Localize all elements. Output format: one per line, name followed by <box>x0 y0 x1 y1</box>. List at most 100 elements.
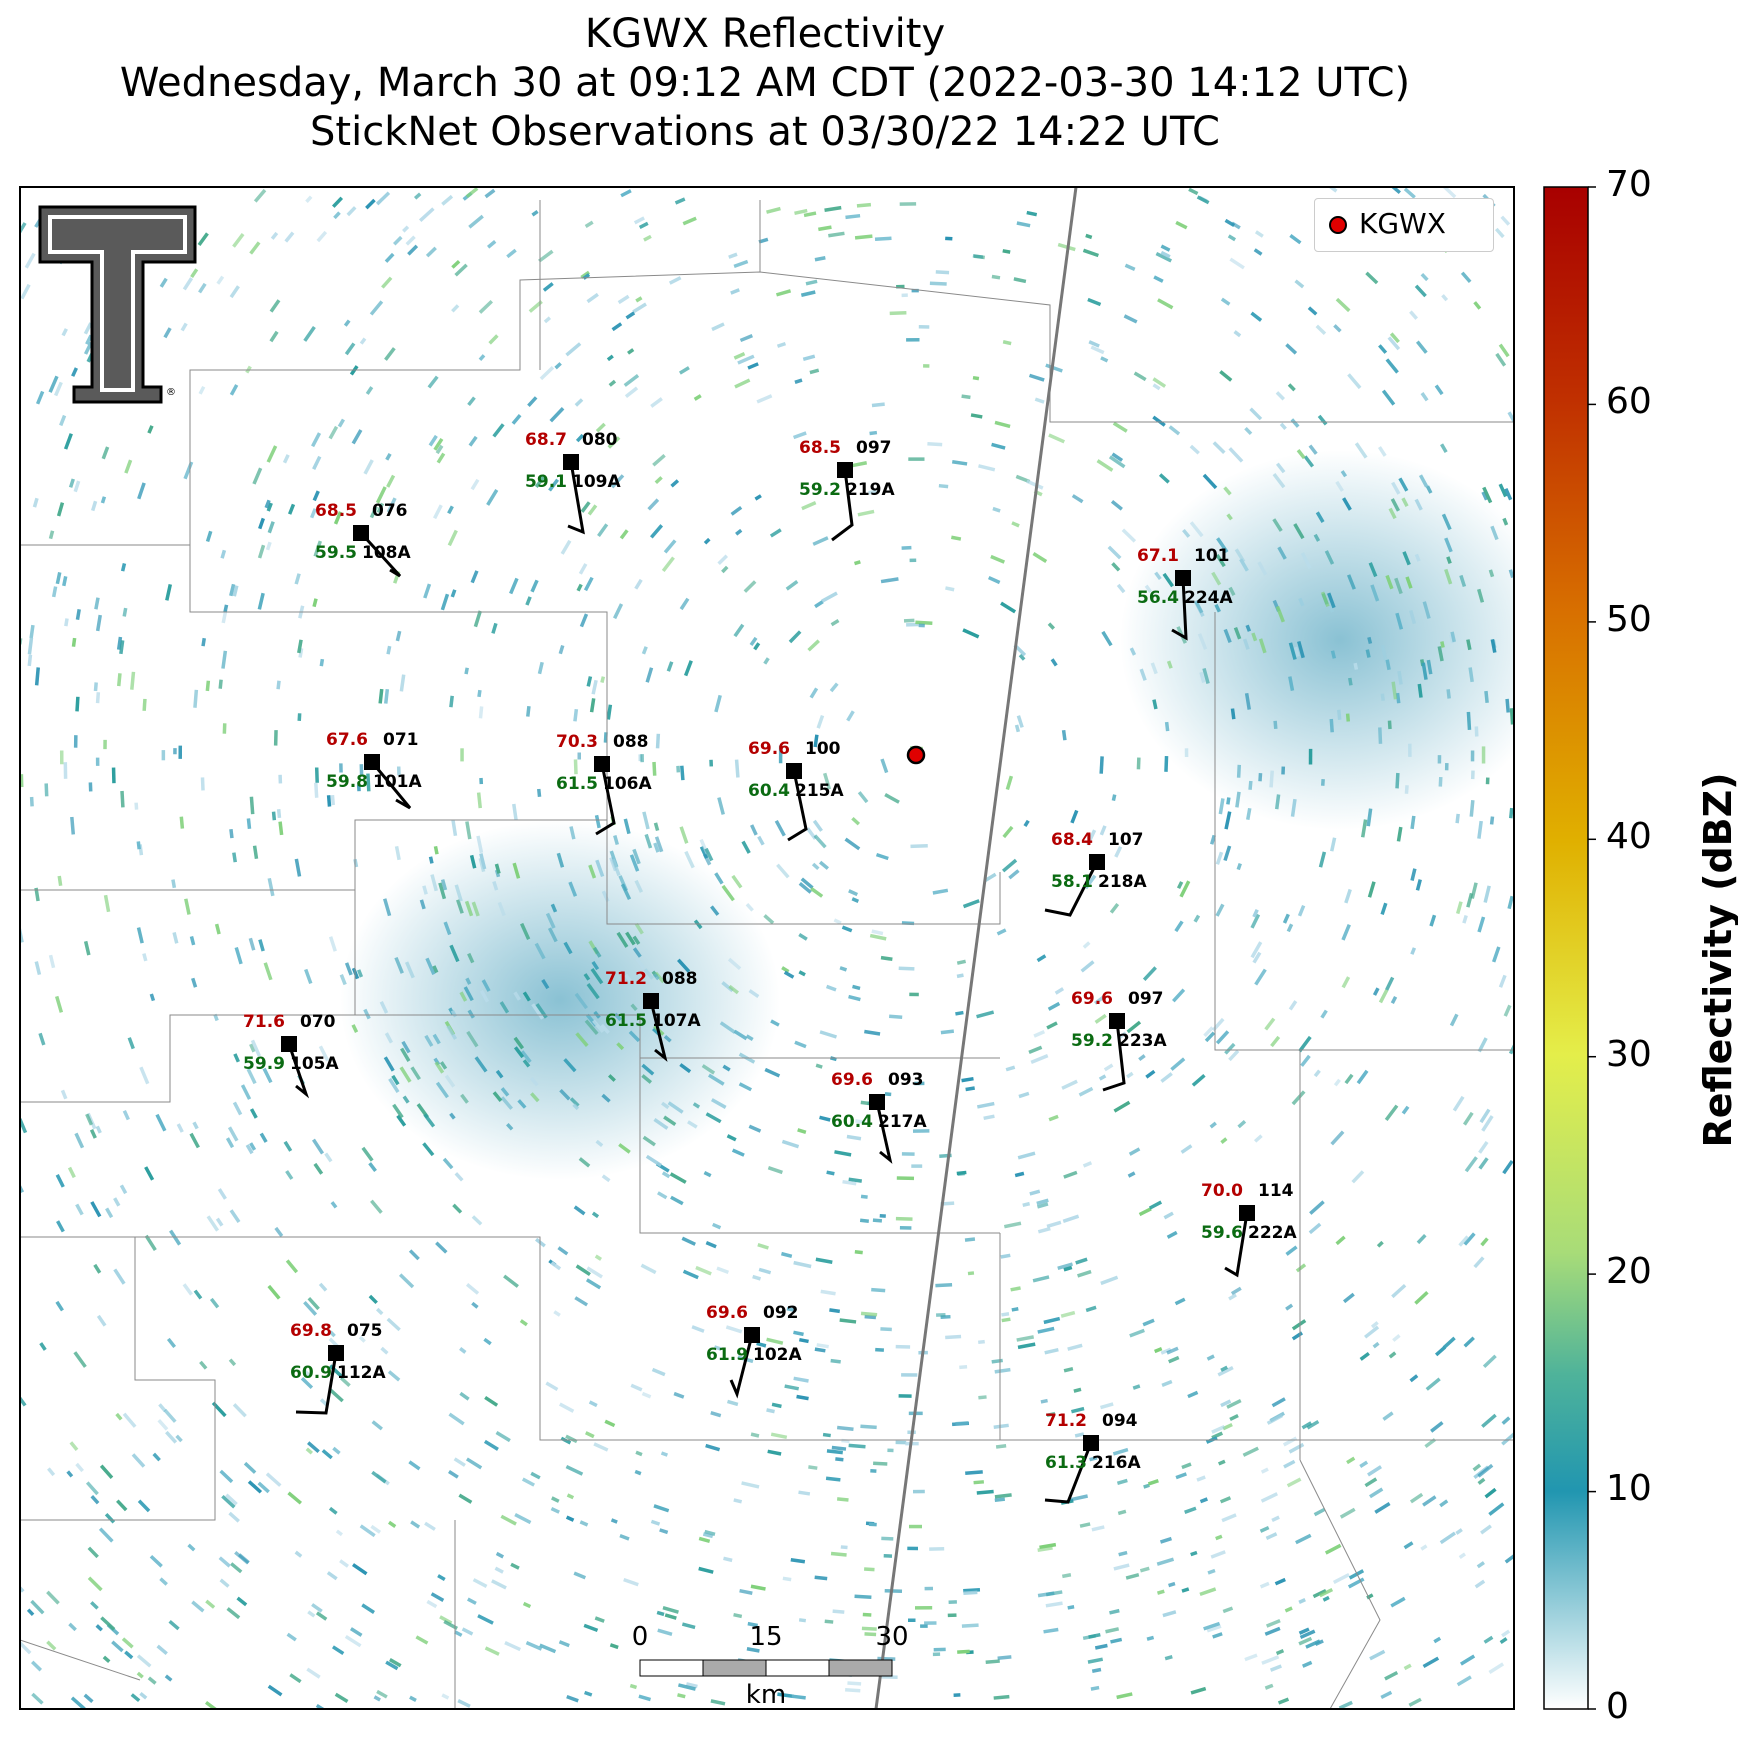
reflectivity-gate <box>1420 272 1429 282</box>
reflectivity-gate <box>647 498 660 511</box>
reflectivity-gate <box>1244 1653 1258 1662</box>
reflectivity-gate <box>400 1047 411 1062</box>
reflectivity-gate <box>818 225 832 232</box>
reflectivity-gate <box>1017 1151 1036 1160</box>
reflectivity-gate <box>229 583 236 597</box>
wind-barb-icon <box>649 1000 668 1062</box>
reflectivity-gate <box>314 782 319 798</box>
reflectivity-gate <box>385 453 392 461</box>
reflectivity-gate <box>613 835 620 846</box>
reflectivity-gate <box>1001 1317 1011 1323</box>
reflectivity-gate <box>1318 851 1327 868</box>
reflectivity-gate <box>809 687 819 699</box>
station-dewpoint: 61.9 <box>706 1345 748 1365</box>
reflectivity-gate <box>746 1647 760 1653</box>
reflectivity-gate <box>868 1522 877 1527</box>
reflectivity-gate <box>423 1113 436 1128</box>
reflectivity-gate <box>1073 1387 1082 1393</box>
reflectivity-gate <box>584 1690 593 1697</box>
reflectivity-gate <box>569 1097 580 1108</box>
reflectivity-gate <box>534 942 546 960</box>
colorbar-title: Reflectivity (dBZ) <box>1696 772 1738 1148</box>
wind-barb-icon <box>1044 1442 1093 1504</box>
reflectivity-gate <box>1182 528 1191 538</box>
colorbar-tick-label: 60 <box>1606 381 1652 422</box>
reflectivity-gate <box>1410 815 1416 830</box>
reflectivity-gate <box>879 1213 886 1218</box>
reflectivity-gate <box>471 901 480 917</box>
reflectivity-gate <box>491 622 498 634</box>
reflectivity-gate <box>66 1470 74 1478</box>
kgwx-radar-site[interactable] <box>906 745 926 765</box>
reflectivity-gate <box>388 1520 397 1528</box>
reflectivity-gate <box>815 1063 823 1069</box>
reflectivity-gate <box>884 1588 903 1593</box>
reflectivity-gate <box>623 818 631 835</box>
reflectivity-gate <box>1008 869 1020 880</box>
reflectivity-gate <box>1036 954 1047 963</box>
reflectivity-gate <box>529 1077 539 1087</box>
reflectivity-gate <box>152 1452 161 1462</box>
reflectivity-gate <box>1129 647 1137 656</box>
reflectivity-gate <box>424 1034 434 1047</box>
reflectivity-gate <box>1418 474 1429 488</box>
reflectivity-gate <box>115 1412 123 1421</box>
reflectivity-gate <box>1032 1275 1050 1283</box>
reflectivity-gate <box>798 933 808 941</box>
reflectivity-gate <box>433 845 439 855</box>
reflectivity-gate <box>182 1283 193 1296</box>
reflectivity-gate <box>542 282 554 292</box>
reflectivity-gate <box>703 537 711 545</box>
reflectivity-gate <box>120 790 125 808</box>
reflectivity-gate <box>263 962 273 981</box>
reflectivity-gate <box>983 1114 995 1121</box>
reflectivity-gate <box>312 598 318 608</box>
reflectivity-gate <box>1480 1237 1489 1247</box>
reflectivity-gate <box>548 478 560 492</box>
reflectivity-gate <box>1274 1577 1286 1586</box>
reflectivity-gate <box>1067 1605 1075 1610</box>
colorbar-tick-label: 0 <box>1606 1686 1629 1727</box>
reflectivity-gate <box>1250 311 1263 322</box>
reflectivity-gate <box>75 1462 84 1473</box>
reflectivity-gate <box>1033 1030 1046 1038</box>
reflectivity-gate <box>1047 1001 1061 1011</box>
station-marker-icon <box>643 993 659 1009</box>
reflectivity-gate <box>764 1067 781 1078</box>
reflectivity-gate <box>1126 1020 1142 1034</box>
reflectivity-gate <box>758 237 769 244</box>
reflectivity-gate <box>782 1576 792 1582</box>
reflectivity-gate <box>1226 513 1233 521</box>
reflectivity-gate <box>734 378 751 389</box>
reflectivity-gate <box>1288 642 1297 660</box>
reflectivity-gate <box>846 1134 862 1141</box>
reflectivity-gate <box>1367 881 1376 898</box>
reflectivity-gate <box>635 958 646 970</box>
reflectivity-gate <box>318 1045 330 1062</box>
reflectivity-gate <box>1296 449 1306 460</box>
reflectivity-gate <box>435 1081 449 1099</box>
reflectivity-gate <box>1500 215 1511 226</box>
reflectivity-gate <box>410 1066 421 1081</box>
reflectivity-gate <box>1324 550 1335 565</box>
wind-barb-icon <box>1102 1020 1126 1092</box>
reflectivity-gate <box>448 1412 465 1426</box>
reflectivity-gate <box>1439 1499 1449 1508</box>
